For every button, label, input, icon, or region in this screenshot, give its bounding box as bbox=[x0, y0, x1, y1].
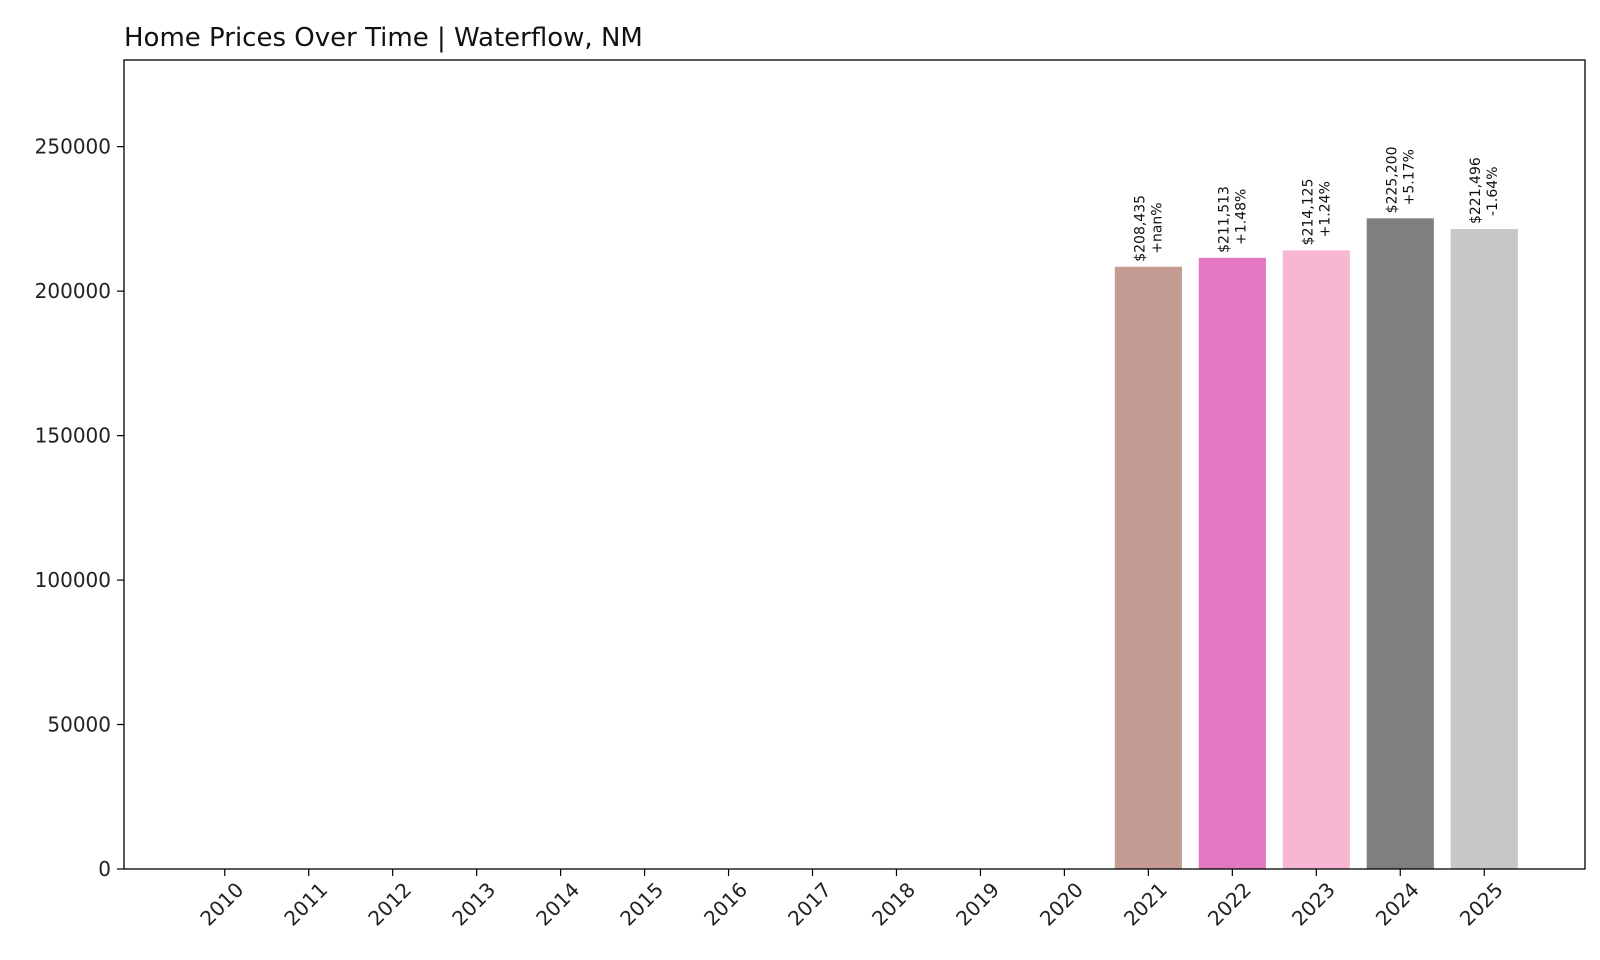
y-tick-label: 200000 bbox=[35, 279, 111, 303]
bar-value-label: $214,125 bbox=[1300, 179, 1316, 246]
bar-2022 bbox=[1198, 257, 1266, 869]
bar-2024 bbox=[1366, 218, 1434, 869]
bar-value-label: $225,200 bbox=[1384, 147, 1400, 214]
bar-labels-group: $208,435 +nan% $211,513 +1.48% $214,125 +1.24… bbox=[1132, 147, 1501, 262]
x-tick-label: 2010 bbox=[195, 878, 248, 931]
bar-2025 bbox=[1450, 229, 1518, 869]
bar-label-2025: $221,496 -1.64% bbox=[1468, 157, 1501, 224]
x-tick-label: 2011 bbox=[279, 878, 332, 931]
x-tick-label: 2015 bbox=[615, 878, 668, 931]
x-tick-label: 2014 bbox=[531, 878, 584, 931]
bar-change-label: +5.17% bbox=[1401, 149, 1417, 205]
x-tick-label: 2023 bbox=[1287, 878, 1340, 931]
x-tick-label: 2022 bbox=[1203, 878, 1256, 931]
bars-group bbox=[1114, 218, 1518, 869]
chart-title: Home Prices Over Time | Waterflow, NM bbox=[124, 23, 643, 53]
bar-change-label: -1.64% bbox=[1485, 166, 1501, 216]
x-tick-label: 2019 bbox=[951, 878, 1004, 931]
x-tick-label: 2016 bbox=[699, 878, 752, 931]
bar-label-2023: $214,125 +1.24% bbox=[1300, 179, 1333, 246]
bar-value-label: $221,496 bbox=[1468, 157, 1484, 224]
bar-value-label: $208,435 bbox=[1132, 195, 1148, 262]
y-tick-label: 150000 bbox=[35, 424, 111, 448]
x-tick-label: 2021 bbox=[1119, 878, 1172, 931]
x-tick-label: 2018 bbox=[867, 878, 920, 931]
y-axis: 0 50000 100000 150000 200000 250000 bbox=[35, 135, 124, 881]
x-axis: 2010 2011 2012 2013 2014 2015 2016 2017 2018 2019… bbox=[195, 869, 1508, 931]
y-tick-label: 100000 bbox=[35, 568, 111, 592]
bar-label-2022: $211,513 +1.48% bbox=[1216, 186, 1249, 253]
bar-label-2021: $208,435 +nan% bbox=[1132, 195, 1165, 262]
x-tick-label: 2013 bbox=[447, 878, 500, 931]
bar-2021 bbox=[1114, 266, 1182, 869]
plot-frame bbox=[123, 59, 1586, 870]
x-tick-label: 2012 bbox=[363, 878, 416, 931]
bar-value-label: $211,513 bbox=[1216, 186, 1232, 253]
bar-label-2024: $225,200 +5.17% bbox=[1384, 147, 1417, 214]
bar-change-label: +nan% bbox=[1149, 202, 1165, 253]
bar-2023 bbox=[1282, 250, 1350, 869]
y-tick-label: 50000 bbox=[47, 713, 111, 737]
bar-change-label: +1.24% bbox=[1317, 181, 1333, 237]
x-tick-label: 2025 bbox=[1455, 878, 1508, 931]
y-tick-label: 0 bbox=[98, 857, 111, 881]
x-tick-label: 2024 bbox=[1371, 878, 1424, 931]
x-tick-label: 2017 bbox=[783, 878, 836, 931]
bar-change-label: +1.48% bbox=[1233, 189, 1249, 245]
x-tick-label: 2020 bbox=[1035, 878, 1088, 931]
y-tick-label: 250000 bbox=[35, 135, 111, 159]
